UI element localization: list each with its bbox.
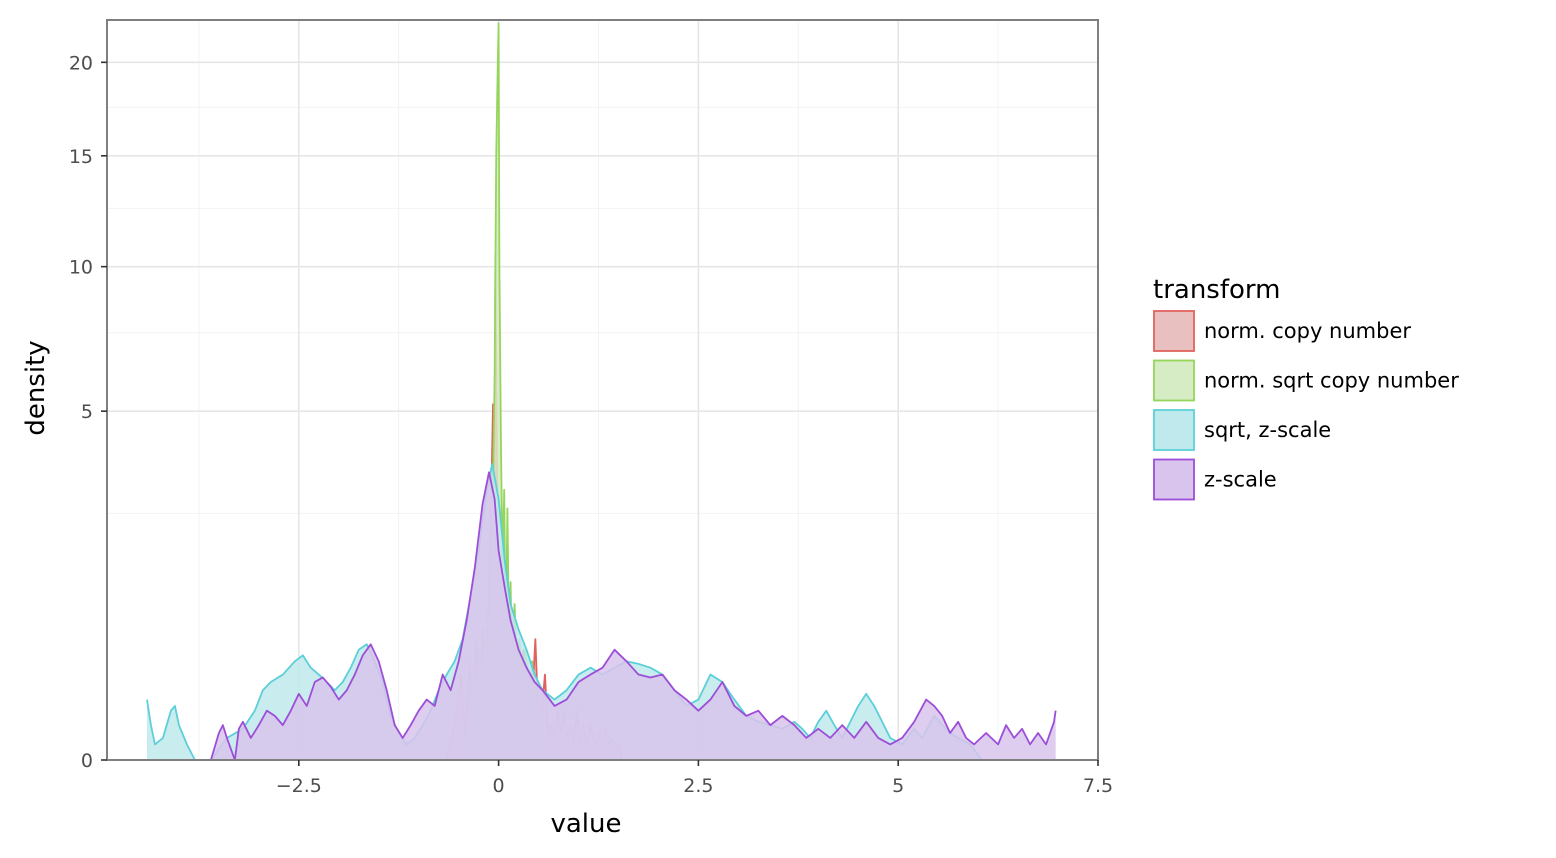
y-tick-label: 20 (69, 52, 93, 74)
legend-entry-norm-sqrt-copy-number: norm. sqrt copy number (1153, 359, 1459, 402)
legend-entry-norm-copy-number: norm. copy number (1153, 310, 1411, 352)
legend-swatch (1153, 458, 1195, 501)
legend: transform norm. copy number norm. sqrt co… (1153, 275, 1459, 501)
y-tick-label: 0 (81, 750, 93, 772)
y-tick-label: 5 (81, 401, 93, 423)
x-tick-label: 0 (493, 775, 505, 797)
y-axis: 0 5 10 15 20 (69, 52, 107, 772)
series-area-z-scale (210, 472, 1056, 760)
minor-gridlines (107, 20, 1098, 760)
legend-label: sqrt, z-scale (1204, 418, 1331, 442)
y-tick-label: 10 (69, 257, 93, 279)
y-axis-title: density (21, 340, 51, 435)
x-tick-label: 5 (892, 775, 904, 797)
legend-label: z-scale (1204, 468, 1277, 492)
legend-swatch (1153, 310, 1195, 352)
plot-border (106, 19, 1099, 761)
legend-entry-z-scale: z-scale (1153, 458, 1277, 501)
series-layer (146, 22, 1057, 761)
x-tick-label: 2.5 (683, 775, 713, 797)
x-axis: −2.5 0 2.5 5 7.5 (276, 760, 1113, 797)
x-axis-title: value (550, 809, 621, 839)
plot-panel (107, 20, 1098, 760)
legend-label: norm. copy number (1204, 319, 1411, 343)
legend-entry-sqrt-z-scale: sqrt, z-scale (1153, 409, 1331, 451)
x-tick-label: −2.5 (276, 775, 322, 797)
series-line-z-scale (210, 471, 1057, 761)
legend-label: norm. sqrt copy number (1204, 369, 1459, 393)
y-tick-label: 15 (69, 146, 93, 168)
x-tick-label: 7.5 (1083, 775, 1113, 797)
series-z-scale (210, 471, 1057, 761)
legend-swatch (1153, 409, 1195, 451)
legend-title: transform (1153, 275, 1280, 305)
legend-swatch (1153, 359, 1195, 402)
